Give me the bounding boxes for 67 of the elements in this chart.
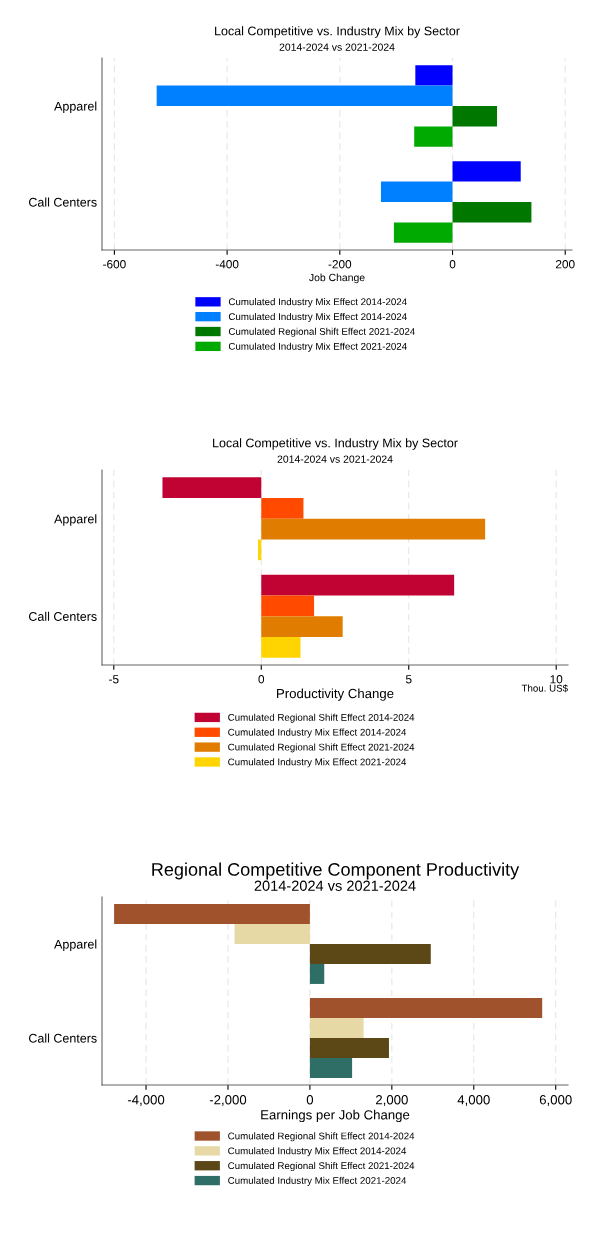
chart-subtitle: 2014-2024 vs 2021-2024 (277, 455, 393, 463)
x-axis-title: Job Change (309, 273, 365, 284)
x-tick-label: 0 (449, 260, 456, 269)
chart-title: Local Competitive vs. Industry Mix by Sector (213, 438, 458, 450)
legend-label: Cumulated Regional Shift Effect 2014-2024 (228, 1132, 415, 1142)
x-tick-label: -2,000 (209, 1095, 247, 1106)
x-tick-label: 200 (555, 260, 575, 269)
bar (452, 202, 532, 223)
y-tick-label: Call Centers (29, 197, 97, 207)
legend-label: Cumulated Industry Mix Effect 2021-2024 (228, 342, 407, 352)
x-tick-label: -600 (103, 260, 126, 269)
bar (452, 161, 521, 182)
y-tick-label: Apparel (54, 514, 97, 526)
bar (261, 498, 304, 519)
bar (309, 1057, 353, 1078)
bar (380, 181, 453, 202)
x-tick-label: 4,000 (457, 1095, 490, 1106)
legend-label: Cumulated Industry Mix Effect 2014-2024 (228, 1147, 407, 1157)
bar (309, 1038, 389, 1058)
x-tick-label: 2,000 (376, 1095, 408, 1106)
legend-label: Cumulated Regional Shift Effect 2021-2024 (228, 1161, 415, 1172)
legend-label: Cumulated Industry Mix Effect 2021-2024 (228, 1176, 407, 1186)
bar (309, 963, 325, 984)
chart-title: Local Competitive vs. Industry Mix by Sector (215, 26, 460, 38)
x-tick-label: 0 (306, 1095, 314, 1105)
bar (309, 944, 431, 964)
bar (309, 1018, 364, 1038)
y-tick-label: Call Centers (29, 1033, 97, 1043)
bar (393, 222, 453, 243)
bar (452, 106, 498, 127)
bar (234, 924, 310, 944)
bar (156, 85, 453, 106)
bar (261, 595, 315, 617)
bar (261, 518, 486, 540)
x-axis-title: Earnings per Job Change (261, 1109, 410, 1123)
legend-label: Cumulated Regional Shift Effect 2021-2024 (228, 743, 415, 753)
chart-title: Regional Competitive Component Productivity (152, 862, 520, 880)
x-tick-label: 0 (258, 675, 265, 684)
bar (414, 126, 453, 147)
bar (162, 477, 262, 499)
bar (309, 998, 543, 1019)
y-tick-label: Apparel (54, 101, 97, 114)
legend-label: Cumulated Industry Mix Effect 2014-2024 (228, 312, 407, 322)
bar (261, 574, 455, 596)
y-tick-label: Call Centers (29, 611, 97, 621)
chart-subtitle: 2014-2024 vs 2021-2024 (254, 880, 416, 891)
legend-label: Cumulated Industry Mix Effect 2014-2024 (228, 298, 407, 308)
legend-label: Cumulated Regional Shift Effect 2021-2024 (228, 327, 415, 337)
x-tick-label: -4,000 (127, 1095, 165, 1106)
x-tick-label: 6,000 (539, 1095, 572, 1106)
x-tick-label: -200 (328, 260, 352, 269)
x-tick-label: 5 (405, 675, 412, 684)
legend-label: Cumulated Industry Mix Effect 2021-2024 (228, 758, 407, 768)
bar (114, 904, 310, 925)
legend-label: Cumulated Industry Mix Effect 2014-2024 (228, 728, 407, 738)
text: Thou. US$ (521, 684, 568, 693)
bar (258, 539, 262, 561)
bar (415, 65, 453, 86)
x-tick-label: -400 (215, 260, 239, 269)
bar (261, 636, 301, 658)
y-tick-label: Apparel (54, 939, 97, 952)
x-tick-label: -5 (109, 675, 119, 684)
x-tick-label: 10 (550, 675, 563, 684)
chart-subtitle: 2014-2024 vs 2021-2024 (279, 43, 395, 51)
x-axis-title: Productivity Change (277, 688, 394, 701)
legend-label: Cumulated Regional Shift Effect 2014-2024 (228, 713, 415, 723)
bar (261, 616, 343, 637)
